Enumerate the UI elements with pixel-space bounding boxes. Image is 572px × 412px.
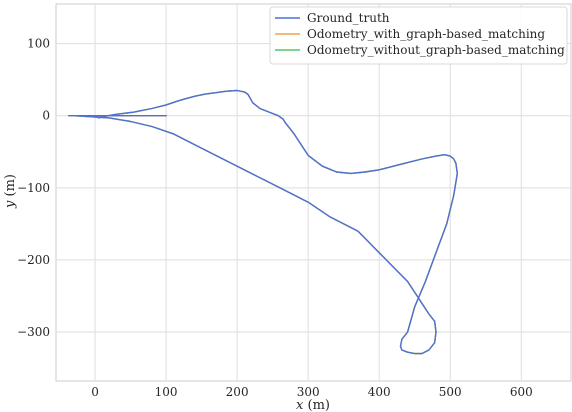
x-axis-label: x (m) (296, 398, 330, 412)
plot-area-border (55, 3, 572, 382)
x-tick-label: 0 (91, 385, 99, 399)
y-tick-label: 0 (42, 109, 50, 123)
legend-label-with-matching: Odometry_with_graph-based_matching (307, 27, 545, 41)
legend-label-without-matching: Odometry_without_graph-based_matching (307, 43, 565, 57)
x-tick-label: 500 (439, 385, 462, 399)
series-line-ground-truth (68, 89, 458, 355)
y-tick-label: 100 (27, 37, 50, 51)
y-tick-label: −100 (17, 181, 50, 195)
legend: Ground_truth Odometry_with_graph-based_m… (269, 6, 568, 65)
legend-label-ground-truth: Ground_truth (307, 11, 390, 25)
y-tick-label: −300 (17, 325, 50, 339)
tick-labels: 0 100 200 300 400 500 600 −300 −200 −100 0 100 (17, 37, 533, 399)
x-tick-label: 200 (226, 385, 249, 399)
series-layer (68, 89, 458, 355)
x-tick-label: 600 (510, 385, 533, 399)
x-tick-label: 400 (368, 385, 391, 399)
y-tick-label: −200 (17, 253, 50, 267)
x-tick-label: 300 (297, 385, 320, 399)
grid (56, 4, 571, 381)
x-tick-label: 100 (155, 385, 178, 399)
legend-box (269, 6, 568, 65)
y-axis-label: y (m) (3, 174, 18, 209)
